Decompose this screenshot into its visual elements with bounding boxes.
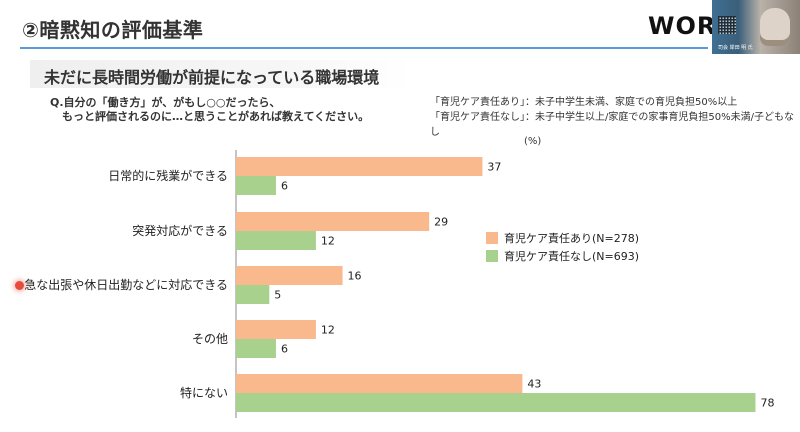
value-label: 12 (321, 324, 335, 337)
value-label: 78 (760, 397, 774, 410)
bar-without-care (236, 176, 276, 195)
slide-title: ②暗黙知の評価基準 (22, 18, 204, 42)
definition-without-care: 「育児ケア責任なし」：未子中学生以上/家庭での家事育児負担50%未満/子どもなし (430, 112, 794, 138)
presenter-avatar (760, 8, 790, 46)
value-label: 12 (321, 235, 335, 248)
subtitle-banner: 未だに長時間労働が前提になっている職場環境 (30, 60, 410, 88)
bar-with-care (236, 374, 523, 393)
pointer-cursor-icon (15, 281, 24, 290)
bar-without-care (236, 393, 756, 412)
legend-swatch (486, 250, 498, 262)
category-label: 突発対応ができる (132, 223, 228, 238)
bar-without-care (236, 231, 316, 250)
presenter-video[interactable]: 司会 岸田 明 氏 (712, 0, 800, 54)
legend-swatch (486, 232, 498, 244)
slide-subtitle: 未だに長時間労働が前提になっている職場環境 (44, 68, 380, 87)
definition-with-care: 「育児ケア責任あり」：未子中学生未満、家庭での育児負担50%以上 (430, 97, 738, 108)
legend-label: 育児ケア責任なし(N=693) (504, 249, 639, 263)
bar-with-care (236, 320, 316, 339)
value-label: 37 (487, 161, 501, 174)
value-label: 6 (281, 180, 288, 193)
category-label: 急な出張や休日出勤などに対応できる (24, 277, 228, 292)
value-label: 43 (527, 378, 541, 391)
bar-with-care (236, 157, 483, 176)
bar-without-care (236, 339, 276, 358)
category-label: 特にない (180, 385, 228, 400)
value-label: 6 (281, 343, 288, 356)
logo: WOR (648, 12, 717, 40)
qr-code-icon (718, 16, 736, 34)
value-label: 16 (348, 270, 362, 283)
category-label: 日常的に残業ができる (108, 168, 228, 183)
bar-with-care (236, 212, 430, 231)
survey-question: Q.自分の「働き方」が、がもし○○だったら、 もっと評価されるのに…と思うことが… (50, 96, 369, 124)
category-label: その他 (192, 332, 228, 346)
question-line-2: もっと評価されるのに…と思うことがあれば教えてください。 (62, 110, 370, 123)
legend-label: 育児ケア責任あり(N=278) (504, 231, 639, 245)
title-rule (20, 47, 708, 49)
group-definitions: 「育児ケア責任あり」：未子中学生未満、家庭での育児負担50%以上 「育児ケア責任… (430, 95, 800, 140)
bar-with-care (236, 266, 343, 285)
unit-label: (%) (524, 136, 542, 147)
video-caption: 司会 岸田 明 氏 (718, 45, 753, 51)
value-label: 29 (434, 216, 448, 229)
value-label: 5 (274, 289, 281, 302)
question-line-1: Q.自分の「働き方」が、がもし○○だったら、 (50, 96, 281, 109)
bar-without-care (236, 285, 270, 304)
